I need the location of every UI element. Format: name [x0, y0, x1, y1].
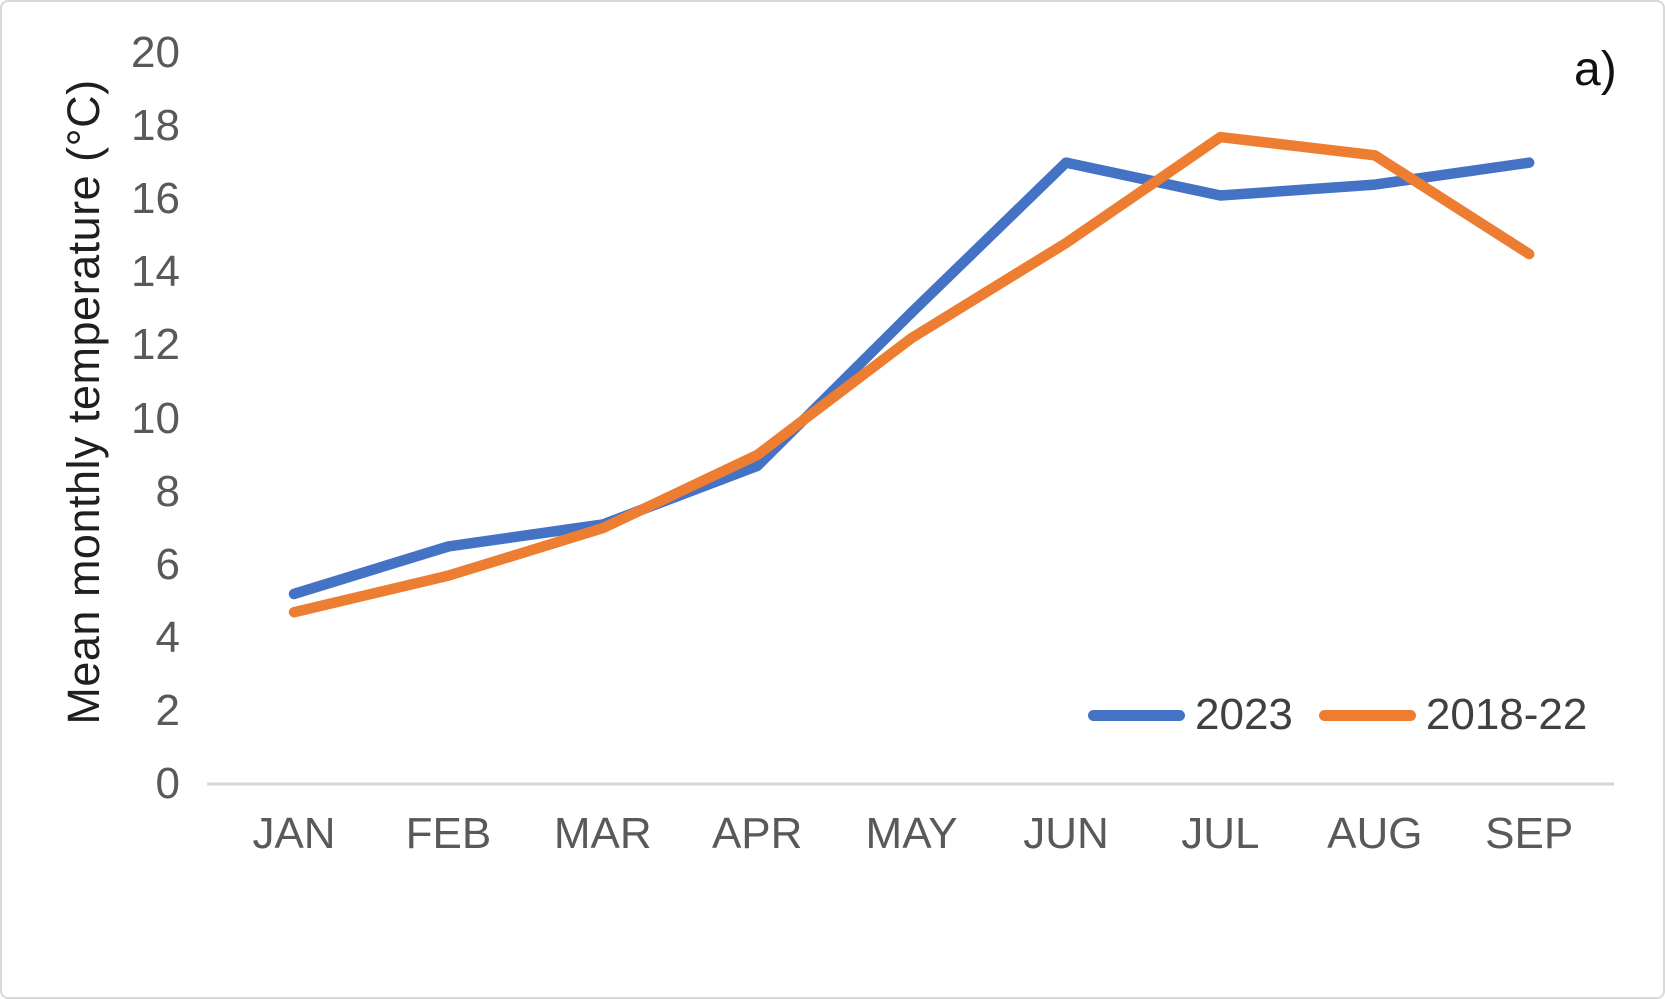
x-tick-label-MAY: MAY	[865, 809, 958, 858]
y-tick-label-16: 16	[131, 174, 180, 224]
y-tick-label-2: 2	[155, 685, 180, 735]
legend-item-2018-22: 2018-22	[1318, 690, 1588, 740]
y-tick-label-18: 18	[131, 101, 180, 151]
x-tick-label-JUL: JUL	[1181, 809, 1260, 858]
y-tick-label-12: 12	[131, 320, 180, 370]
x-tick-label-APR: APR	[711, 809, 803, 858]
y-tick-label-4: 4	[155, 612, 180, 662]
legend-swatch-2018-22	[1318, 709, 1416, 721]
legend-item-2023: 2023	[1088, 690, 1293, 740]
y-tick-label-20: 20	[131, 28, 180, 77]
legend-label-2018-22: 2018-22	[1425, 690, 1588, 739]
y-tick-label-0: 0	[155, 759, 180, 808]
y-tick-label-14: 14	[131, 247, 180, 297]
legend-swatch-2023	[1088, 709, 1185, 721]
y-tick-label-8: 8	[155, 466, 180, 516]
series-line-2018-22	[288, 131, 1535, 618]
panel-label-a: a)	[1574, 43, 1617, 96]
x-tick-label-JAN: JAN	[252, 809, 336, 858]
series-line-2023	[288, 157, 1535, 600]
x-tick-label-MAR: MAR	[553, 809, 652, 858]
y-tick-label-10: 10	[131, 393, 180, 443]
y-tick-label-6: 6	[155, 539, 180, 589]
x-tick-label-SEP: SEP	[1485, 809, 1574, 858]
legend-label-2023: 2023	[1195, 690, 1293, 739]
chart-legend: 2023 2018-22	[1088, 690, 1587, 740]
x-tick-label-AUG: AUG	[1327, 809, 1423, 858]
x-tick-label-FEB: FEB	[405, 809, 492, 858]
x-tick-label-JUN: JUN	[1023, 809, 1109, 858]
